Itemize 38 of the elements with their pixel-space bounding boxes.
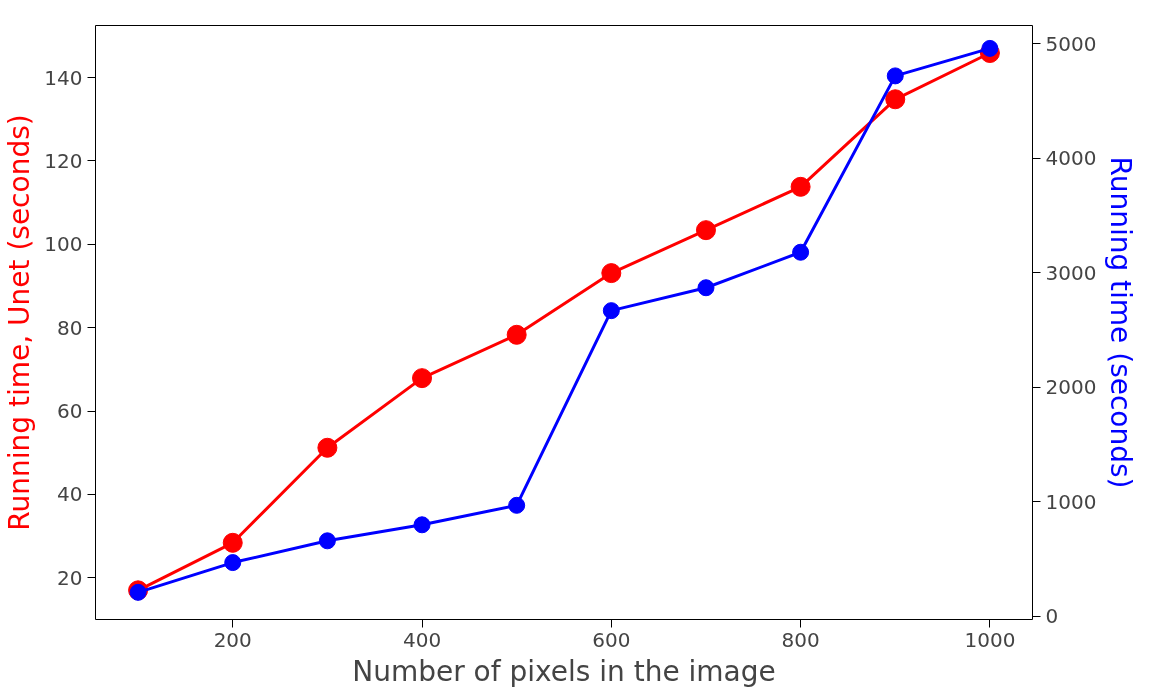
point (601, 263, 622, 284)
point (508, 496, 526, 514)
y-tick-label: 80 (57, 315, 83, 340)
x-tick-label: 800 (781, 627, 820, 652)
x-tick-label: 400 (402, 627, 442, 652)
point (886, 67, 904, 85)
x-axis-title: Number of pixels in the image (352, 654, 776, 688)
y-tick-label: 20 (57, 565, 83, 590)
point (318, 532, 336, 550)
x-tick-label: 1000 (964, 627, 1016, 652)
y-tick-label: 100 (44, 232, 83, 257)
y-axis-title: Running time, Unet (seconds) (3, 114, 37, 531)
y-tick-label: 140 (44, 65, 83, 90)
y-tick-label: 120 (44, 148, 83, 173)
point (222, 532, 243, 553)
point (885, 89, 906, 110)
point (602, 302, 620, 320)
x-tick-label: 200 (213, 627, 252, 652)
y-tick-label: 60 (57, 399, 83, 424)
point (412, 368, 433, 389)
point (792, 243, 810, 261)
y2-tick-label: 3000 (1045, 260, 1097, 285)
point (317, 437, 338, 458)
point (790, 176, 811, 197)
y2-tick-label: 0 (1045, 604, 1059, 629)
y2-tick-label: 5000 (1045, 31, 1097, 56)
x-tick-label: 600 (592, 627, 631, 652)
y2-axis-title: Running time (seconds) (1104, 156, 1138, 489)
point (413, 516, 431, 534)
y2-tick-label: 4000 (1045, 146, 1097, 171)
point (506, 324, 527, 345)
point (697, 279, 715, 297)
point (224, 554, 242, 572)
y2-tick-label: 2000 (1045, 375, 1097, 400)
point (981, 39, 999, 57)
y2-tick-label: 1000 (1045, 489, 1097, 514)
y-tick-label: 40 (57, 482, 83, 507)
point (695, 220, 716, 241)
